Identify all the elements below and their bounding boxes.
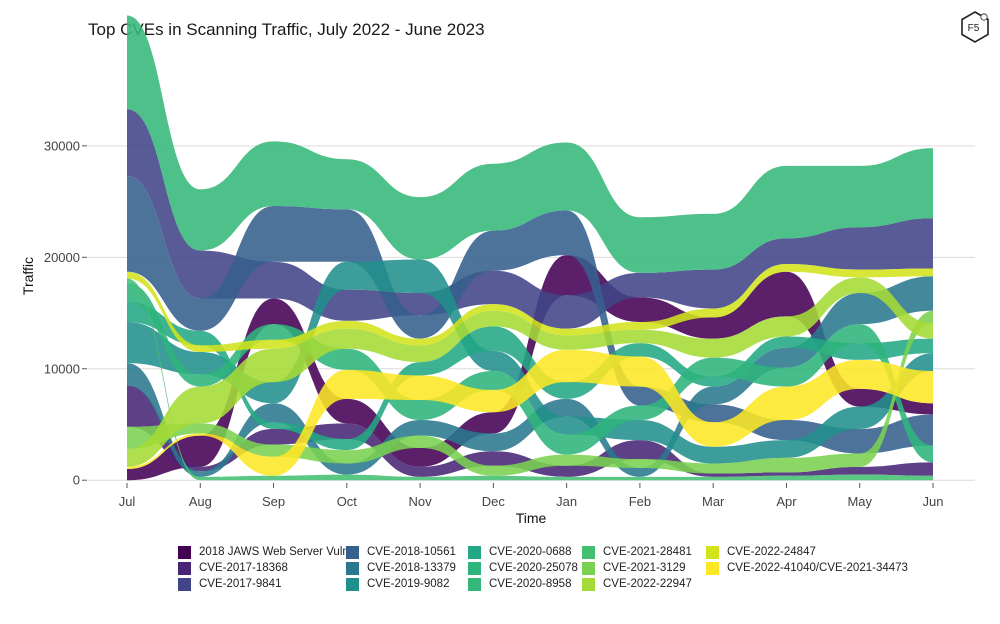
legend-swatch [582, 577, 595, 591]
x-tick-label: Nov [409, 494, 433, 509]
axes: 0 10000 20000 30000 Jul Aug Sep Oct Nov Dec Jan Feb… [20, 138, 943, 526]
legend-swatch [468, 577, 481, 591]
series-cve-2021-3129 [127, 310, 933, 476]
series-cve-2020-8958 [127, 15, 933, 273]
x-tick-label: May [847, 494, 872, 509]
legend-item: CVE-2017-18368 [178, 560, 349, 576]
legend-swatch [346, 545, 359, 559]
legend-swatch [346, 561, 359, 575]
legend-swatch [346, 577, 359, 591]
legend-swatch [706, 545, 719, 559]
legend-item: CVE-2022-24847 [706, 544, 908, 560]
svg-text:F5: F5 [968, 23, 980, 34]
series-cve-2017-9841 [127, 109, 933, 329]
legend-column: 2018 JAWS Web Server Vuln CVE-2017-18368 C… [178, 544, 349, 592]
series-cve-2017-18368 [127, 385, 933, 477]
legend-label: 2018 JAWS Web Server Vuln [199, 546, 349, 558]
f5-logo-icon: F5 [961, 11, 989, 43]
x-tick-label: Jul [119, 494, 136, 509]
legend-column: CVE-2022-24847 CVE-2022-41040/CVE-2021-34… [706, 544, 908, 576]
x-axis-title: Time [516, 510, 547, 526]
x-tick-label: Jun [923, 494, 944, 509]
x-tick-label: Oct [337, 494, 358, 509]
legend-item: CVE-2022-22947 [582, 576, 692, 592]
legend-item: CVE-2022-41040/CVE-2021-34473 [706, 560, 908, 576]
legend-item: CVE-2018-13379 [346, 560, 456, 576]
legend-label: CVE-2021-28481 [603, 546, 692, 558]
legend-item: CVE-2018-10561 [346, 544, 456, 560]
legend-label: CVE-2020-0688 [489, 546, 572, 558]
legend-label: CVE-2020-8958 [489, 578, 572, 590]
legend-label: CVE-2020-25078 [489, 562, 578, 574]
legend-item: CVE-2021-3129 [582, 560, 692, 576]
legend-swatch [468, 545, 481, 559]
legend-label: CVE-2018-10561 [367, 546, 456, 558]
x-tick-label: Jan [556, 494, 577, 509]
series-2018-jaws-web-server-vuln [127, 255, 933, 481]
legend-item: CVE-2020-8958 [468, 576, 578, 592]
legend-label: CVE-2022-41040/CVE-2021-34473 [727, 562, 908, 574]
series-cve-2018-13379 [127, 276, 933, 477]
legend-item: CVE-2017-9841 [178, 576, 349, 592]
legend-swatch [178, 561, 191, 575]
legend-swatch [178, 577, 191, 591]
legend-swatch [706, 561, 719, 575]
y-axis-title: Traffic [20, 257, 36, 295]
legend-column: CVE-2018-10561 CVE-2018-13379 CVE-2019-908… [346, 544, 456, 592]
legend-item: CVE-2020-25078 [468, 560, 578, 576]
legend-column: CVE-2021-28481 CVE-2021-3129 CVE-2022-2294… [582, 544, 692, 592]
legend-label: CVE-2022-22947 [603, 578, 692, 590]
y-tick-label: 20000 [44, 250, 80, 265]
x-tick-label: Apr [776, 494, 797, 509]
legend-swatch [178, 545, 191, 559]
legend-label: CVE-2019-9082 [367, 578, 450, 590]
legend-swatch [582, 545, 595, 559]
legend-column: CVE-2020-0688 CVE-2020-25078 CVE-2020-8958 [468, 544, 578, 592]
y-tick-label: 10000 [44, 361, 80, 376]
series-cve-2022-22947 [127, 277, 933, 467]
legend-swatch [468, 561, 481, 575]
series-areas [127, 15, 933, 481]
y-tick-label: 0 [73, 473, 80, 488]
legend-item: CVE-2021-28481 [582, 544, 692, 560]
stream-chart: 0 10000 20000 30000 Jul Aug Sep Oct Nov Dec Jan Feb… [20, 15, 975, 526]
x-tick-label: Feb [629, 494, 651, 509]
legend-item: CVE-2020-0688 [468, 544, 578, 560]
legend-item: 2018 JAWS Web Server Vuln [178, 544, 349, 560]
legend-label: CVE-2017-18368 [199, 562, 288, 574]
series-cve-2022-24847 [127, 264, 933, 353]
chart-title: Top CVEs in Scanning Traffic, July 2022 … [88, 20, 485, 39]
x-tick-label: Aug [189, 494, 212, 509]
series-cve-2022-41040-cve-2021-34473 [127, 349, 933, 476]
y-tick-label: 30000 [44, 138, 80, 153]
x-tick-label: Mar [702, 494, 725, 509]
series-cve-2018-10561 [127, 175, 933, 454]
legend-label: CVE-2017-9841 [199, 578, 282, 590]
legend: 2018 JAWS Web Server Vuln CVE-2017-18368 C… [178, 544, 938, 592]
series-cve-2020-25078 [127, 282, 933, 463]
x-tick-label: Sep [262, 494, 285, 509]
legend-label: CVE-2022-24847 [727, 546, 816, 558]
legend-swatch [582, 561, 595, 575]
legend-label: CVE-2021-3129 [603, 562, 686, 574]
legend-label: CVE-2018-13379 [367, 562, 456, 574]
x-tick-label: Dec [482, 494, 506, 509]
legend-item: CVE-2019-9082 [346, 576, 456, 592]
